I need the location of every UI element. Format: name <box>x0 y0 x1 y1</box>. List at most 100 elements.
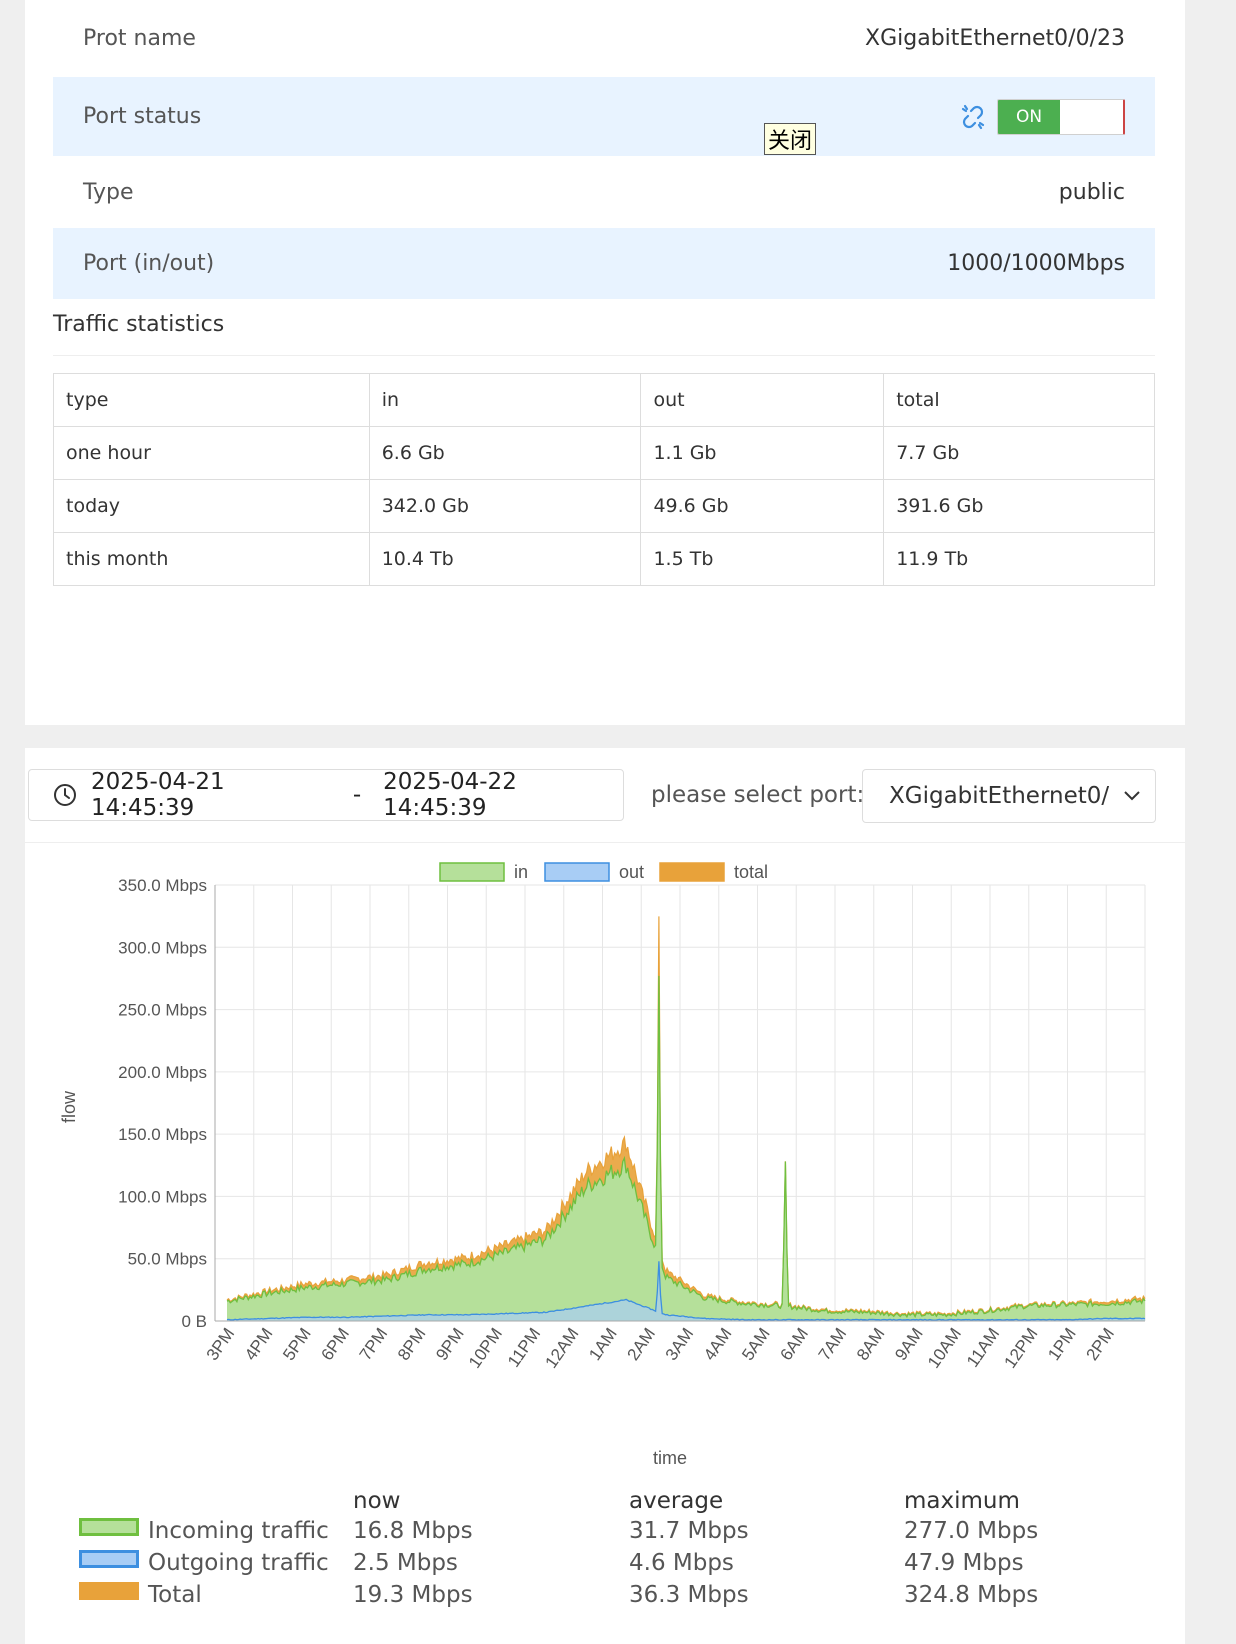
y-tick-label: 150.0 Mbps <box>118 1125 207 1144</box>
table-row: one hour 6.6 Gb 1.1 Gb 7.7 Gb <box>53 426 1155 480</box>
table-cell: 1.1 Gb <box>640 426 885 480</box>
x-tick-label: 8AM <box>853 1324 889 1364</box>
table-header-cell: out <box>640 373 885 427</box>
port-select[interactable]: XGigabitEthernet0/0/23 <box>862 769 1156 823</box>
y-tick-label: 250.0 Mbps <box>118 1001 207 1020</box>
port-status-control: ON <box>959 98 1125 135</box>
table-row: this month 10.4 Tb 1.5 Tb 11.9 Tb <box>53 532 1155 586</box>
x-tick-label: 8PM <box>394 1324 430 1364</box>
port-speed-value: 1000/1000Mbps <box>947 251 1125 276</box>
port-status-toggle[interactable]: ON <box>997 98 1125 135</box>
chart-areas <box>215 916 1146 1322</box>
x-tick-label: 4PM <box>241 1324 277 1364</box>
port-name-label: Prot name <box>83 26 196 51</box>
y-axis-label: flow <box>59 1090 79 1123</box>
table-cell: 10.4 Tb <box>368 532 642 586</box>
legend-label-in: in <box>514 862 528 882</box>
table-cell: 6.6 Gb <box>368 426 642 480</box>
traffic-chart: in out total 0 B 50.0 Mbps 100.0 Mbps 150.0 M… <box>59 862 1146 1468</box>
chevron-down-icon <box>1121 784 1143 806</box>
y-tick-label: 0 B <box>181 1312 207 1331</box>
x-tick-label: 11PM <box>504 1324 544 1370</box>
table-header-cell: in <box>368 373 642 427</box>
summary-row-label: Incoming traffic <box>148 1518 329 1544</box>
port-name-row: Prot name XGigabitEthernet0/0/23 <box>53 0 1155 77</box>
y-tick-label: 300.0 Mbps <box>118 938 207 957</box>
legend-swatch-in <box>439 862 505 882</box>
link-broken-icon[interactable] <box>959 103 987 131</box>
traffic-statistics-title: Traffic statistics <box>53 312 225 337</box>
port-name-value: XGigabitEthernet0/0/23 <box>865 26 1125 51</box>
port-type-value: public <box>1058 179 1125 205</box>
clock-icon <box>53 783 77 807</box>
table-cell: 342.0 Gb <box>368 479 642 533</box>
table-cell: 7.7 Gb <box>883 426 1155 480</box>
port-status-label: Port status <box>83 104 202 129</box>
total-area <box>227 916 1145 1321</box>
x-tick-label: 2AM <box>623 1324 659 1364</box>
x-tick-label: 1PM <box>1044 1324 1080 1364</box>
chart-legend: in out total <box>439 862 768 882</box>
y-tick-label: 350.0 Mbps <box>118 876 207 895</box>
legend-label-out: out <box>619 862 644 882</box>
y-axis: 0 B 50.0 Mbps 100.0 Mbps 150.0 Mbps 200.0 Mb… <box>118 876 207 1331</box>
port-select-value: XGigabitEthernet0/0/23 <box>889 783 1109 809</box>
summary-now-value: 16.8 Mbps <box>353 1518 473 1544</box>
end-date[interactable]: 2025-04-22 14:45:39 <box>383 769 517 821</box>
x-tick-label: 5AM <box>738 1324 774 1364</box>
port-speed-label: Port (in/out) <box>83 251 215 276</box>
filter-divider <box>25 842 1185 843</box>
table-cell: 391.6 Gb <box>883 479 1155 533</box>
table-header-cell: type <box>53 373 370 427</box>
x-tick-label: 3AM <box>662 1324 698 1364</box>
y-tick-label: 50.0 Mbps <box>128 1250 207 1269</box>
summary-row-label: Outgoing traffic <box>148 1550 329 1576</box>
total-swatch <box>79 1582 139 1600</box>
y-tick-label: 200.0 Mbps <box>118 1063 207 1082</box>
summary-average-value: 4.6 Mbps <box>629 1550 734 1576</box>
table-header-row: type in out total <box>53 373 1155 427</box>
outgoing-swatch <box>79 1550 139 1568</box>
table-cell: today <box>53 479 370 533</box>
total-line <box>226 916 1146 1317</box>
table-cell: 11.9 Tb <box>883 532 1155 586</box>
x-tick-label: 5PM <box>279 1324 315 1364</box>
x-tick-label: 6PM <box>317 1324 353 1364</box>
table-cell: this month <box>53 532 370 586</box>
x-tick-label: 6AM <box>776 1324 812 1364</box>
port-type-label: Type <box>83 179 134 205</box>
toggle-tooltip: 关闭 <box>764 123 816 155</box>
summary-average-value: 31.7 Mbps <box>629 1518 749 1544</box>
table-cell: 1.5 Tb <box>640 532 885 586</box>
summary-maximum-value: 324.8 Mbps <box>904 1582 1039 1608</box>
x-axis-label: time <box>653 1448 687 1468</box>
x-tick-label: 7AM <box>815 1324 851 1364</box>
table-row: today 342.0 Gb 49.6 Gb 391.6 Gb <box>53 479 1155 533</box>
x-tick-label: 3PM <box>203 1324 239 1364</box>
date-range-picker[interactable]: 2025-04-21 14:45:39 - 2025-04-22 14:45:3… <box>28 769 624 821</box>
in-area <box>227 975 1145 1321</box>
summary-maximum-value: 277.0 Mbps <box>904 1518 1039 1544</box>
port-info-card: Prot name XGigabitEthernet0/0/23 Port st… <box>25 0 1185 725</box>
legend-label-total: total <box>734 862 768 882</box>
x-tick-label: 11AM <box>963 1324 1003 1370</box>
x-tick-label: 2PM <box>1082 1324 1118 1364</box>
incoming-swatch <box>79 1518 139 1536</box>
legend-swatch-out <box>544 862 610 882</box>
legend-swatch-total <box>659 862 725 882</box>
table-cell: one hour <box>53 426 370 480</box>
summary-row-label: Total <box>148 1582 202 1608</box>
date-separator: - <box>352 782 362 808</box>
out-line <box>226 1261 1146 1321</box>
summary-header-maximum: maximum <box>904 1488 1020 1514</box>
toggle-on-label: ON <box>998 99 1060 134</box>
x-tick-label: 10AM <box>924 1324 965 1371</box>
summary-now-value: 19.3 Mbps <box>353 1582 473 1608</box>
x-tick-label: 7PM <box>356 1324 392 1364</box>
x-tick-label: 9AM <box>891 1324 927 1364</box>
y-tick-label: 100.0 Mbps <box>118 1187 207 1206</box>
start-date[interactable]: 2025-04-21 14:45:39 <box>91 769 225 821</box>
summary-maximum-value: 47.9 Mbps <box>904 1550 1024 1576</box>
summary-header-average: average <box>629 1488 724 1514</box>
